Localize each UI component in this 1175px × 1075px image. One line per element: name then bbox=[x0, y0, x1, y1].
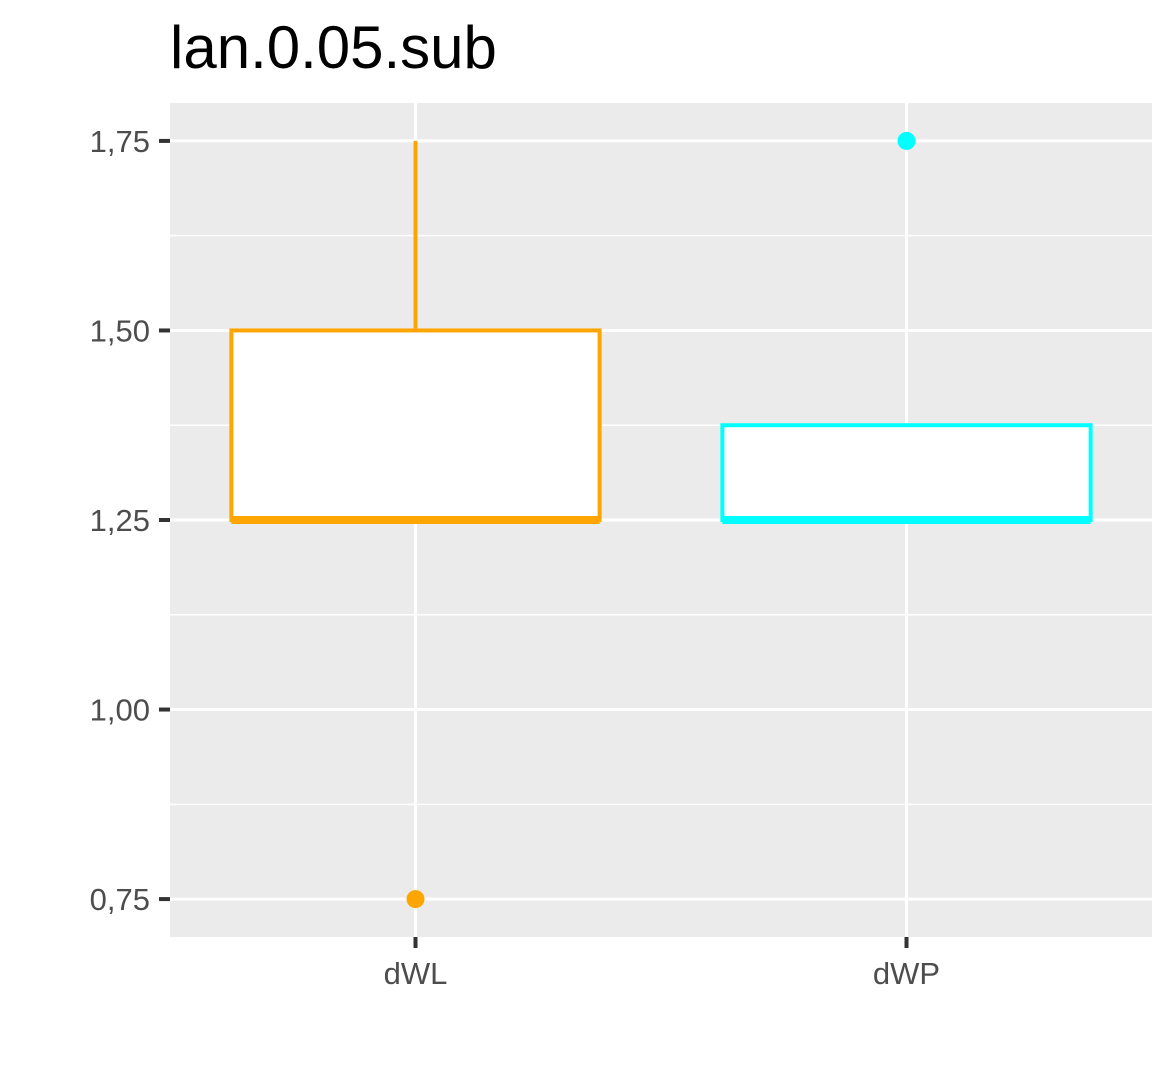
y-axis: 0,75 1,00 1,25 1,50 1,75 bbox=[90, 124, 170, 917]
x-axis: dWL dWP bbox=[384, 937, 940, 991]
box-iqr bbox=[229, 328, 602, 523]
chart-title: lan.0.05.sub bbox=[170, 14, 497, 81]
y-tick-label: 1,50 bbox=[90, 313, 150, 348]
x-tick-label: dWP bbox=[873, 956, 940, 991]
box-dWP bbox=[720, 131, 1093, 524]
x-tick-label: dWL bbox=[384, 956, 448, 991]
box-dWL bbox=[229, 140, 602, 909]
y-tick-label: 1,75 bbox=[90, 124, 150, 159]
box-iqr bbox=[720, 423, 1093, 522]
y-tick-label: 1,25 bbox=[90, 503, 150, 538]
y-tick-label: 0,75 bbox=[90, 882, 150, 917]
outlier-point bbox=[406, 890, 425, 909]
box-group bbox=[229, 131, 1093, 909]
y-tick-label: 1,00 bbox=[90, 693, 150, 728]
outlier-point bbox=[897, 131, 916, 150]
